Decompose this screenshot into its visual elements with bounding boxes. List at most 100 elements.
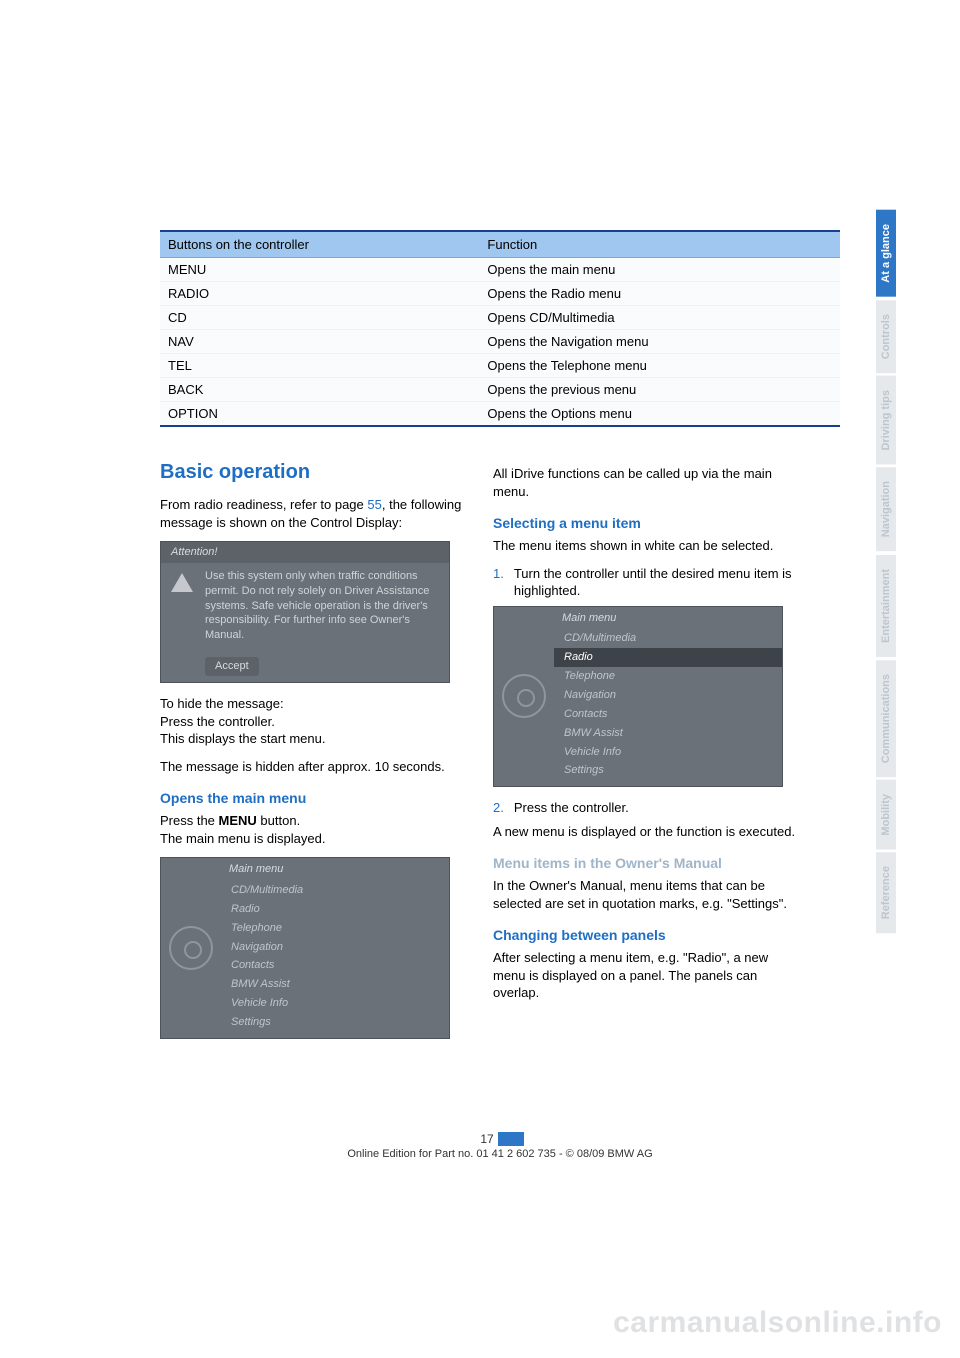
tab-controls[interactable]: Controls — [876, 300, 896, 373]
subheading: Changing between panels — [493, 926, 798, 945]
tab-communications[interactable]: Communications — [876, 660, 896, 777]
tab-navigation[interactable]: Navigation — [876, 467, 896, 551]
idrive-dial-graphic — [161, 858, 221, 1038]
page-footer: 17 Online Edition for Part no. 01 41 2 6… — [160, 1132, 840, 1160]
section-heading: Basic operation — [160, 459, 465, 486]
menu-row: BMW Assist — [221, 975, 449, 994]
paragraph: All iDrive functions can be called up vi… — [493, 465, 798, 500]
page-link[interactable]: 55 — [367, 497, 381, 512]
table-row: OPTIONOpens the Options menu — [160, 402, 840, 427]
list-text: Turn the controller until the desired me… — [514, 565, 798, 600]
menu-list: Main menu CD/Multimedia Radio Telephone … — [554, 607, 782, 787]
table-row: MENUOpens the main menu — [160, 258, 840, 282]
accept-label: Accept — [205, 657, 259, 676]
table-row: BACKOpens the previous menu — [160, 378, 840, 402]
menu-row: BMW Assist — [554, 724, 782, 743]
table-cell: Opens the Telephone menu — [479, 354, 840, 378]
paragraph: The message is hidden after approx. 10 s… — [160, 758, 465, 776]
menu-title: Main menu — [554, 609, 782, 630]
paragraph: A new menu is displayed or the function … — [493, 823, 798, 841]
warning-icon — [171, 573, 197, 599]
menu-row-selected: Radio — [554, 648, 782, 667]
menu-row: CD/Multimedia — [221, 881, 449, 900]
table-cell: Opens the main menu — [479, 258, 840, 282]
button-name: MENU — [219, 813, 257, 828]
list-number: 2. — [493, 799, 504, 817]
table-cell: Opens the Navigation menu — [479, 330, 840, 354]
watermark: carmanualsonline.info — [613, 1306, 942, 1340]
table-header-cell: Function — [479, 231, 840, 258]
table-header-row: Buttons on the controller Function — [160, 231, 840, 258]
menu-row: Contacts — [554, 705, 782, 724]
content-area: Buttons on the controller Function MENUO… — [160, 230, 840, 1051]
attention-body: Use this system only when traffic condit… — [161, 563, 449, 653]
text: From radio readiness, refer to page — [160, 497, 367, 512]
menu-row: Vehicle Info — [221, 994, 449, 1013]
paragraph: To hide the message: Press the controlle… — [160, 695, 465, 748]
menu-row: Telephone — [554, 667, 782, 686]
main-menu-screenshot: Main menu CD/Multimedia Radio Telephone … — [160, 857, 450, 1039]
menu-row: Telephone — [221, 919, 449, 938]
text: This displays the start menu. — [160, 731, 325, 746]
subheading: Selecting a menu item — [493, 514, 798, 533]
text: Press the controller. — [160, 714, 275, 729]
menu-row: Contacts — [221, 956, 449, 975]
text: To hide the message: — [160, 696, 284, 711]
tab-at-a-glance[interactable]: At a glance — [876, 210, 896, 297]
table-cell: BACK — [160, 378, 479, 402]
list-item: 2. Press the controller. — [493, 799, 798, 817]
table-row: TELOpens the Telephone menu — [160, 354, 840, 378]
menu-title: Main menu — [221, 860, 449, 881]
columns: Basic operation From radio readiness, re… — [160, 449, 840, 1051]
paragraph: Press the MENU button. The main menu is … — [160, 812, 465, 847]
page-number-box: 17 — [160, 1132, 840, 1146]
menu-row: Navigation — [554, 686, 782, 705]
disc-icon — [502, 674, 546, 718]
text: Press the — [160, 813, 219, 828]
tab-reference[interactable]: Reference — [876, 852, 896, 933]
main-menu-screenshot-selected: Main menu CD/Multimedia Radio Telephone … — [493, 606, 783, 788]
menu-row: Vehicle Info — [554, 743, 782, 762]
page-number: 17 — [476, 1132, 497, 1146]
side-tabs: At a glance Controls Driving tips Naviga… — [876, 210, 900, 937]
text: button. — [257, 813, 300, 828]
menu-row: CD/Multimedia — [554, 629, 782, 648]
menu-row: Settings — [554, 761, 782, 780]
table-cell: Opens CD/Multimedia — [479, 306, 840, 330]
table-cell: TEL — [160, 354, 479, 378]
table-cell: NAV — [160, 330, 479, 354]
intro-paragraph: From radio readiness, refer to page 55, … — [160, 496, 465, 531]
table-cell: OPTION — [160, 402, 479, 427]
tab-mobility[interactable]: Mobility — [876, 780, 896, 850]
table-row: NAVOpens the Navigation menu — [160, 330, 840, 354]
right-column: All iDrive functions can be called up vi… — [493, 449, 798, 1051]
table-cell: Opens the Options menu — [479, 402, 840, 427]
table-cell: MENU — [160, 258, 479, 282]
menu-row: Settings — [221, 1013, 449, 1032]
menu-row: Radio — [221, 900, 449, 919]
table-cell: Opens the previous menu — [479, 378, 840, 402]
attention-title: Attention! — [161, 542, 449, 563]
table-cell: Opens the Radio menu — [479, 282, 840, 306]
left-column: Basic operation From radio readiness, re… — [160, 449, 465, 1051]
tab-entertainment[interactable]: Entertainment — [876, 555, 896, 657]
tab-driving-tips[interactable]: Driving tips — [876, 376, 896, 465]
subheading: Opens the main menu — [160, 789, 465, 808]
paragraph: The menu items shown in white can be sel… — [493, 537, 798, 555]
footer-line: Online Edition for Part no. 01 41 2 602 … — [160, 1148, 840, 1160]
table-row: RADIOOpens the Radio menu — [160, 282, 840, 306]
subheading-muted: Menu items in the Owner's Manual — [493, 854, 798, 873]
idrive-dial-graphic — [494, 607, 554, 787]
disc-icon — [169, 926, 213, 970]
attention-text: Use this system only when traffic condit… — [205, 570, 429, 641]
list-number: 1. — [493, 565, 504, 600]
page: Buttons on the controller Function MENUO… — [0, 0, 960, 1358]
controller-buttons-table: Buttons on the controller Function MENUO… — [160, 230, 840, 427]
list-item: 1. Turn the controller until the desired… — [493, 565, 798, 600]
menu-row: Navigation — [221, 938, 449, 957]
paragraph: After selecting a menu item, e.g. "Radio… — [493, 949, 798, 1002]
page-bar — [498, 1132, 524, 1146]
menu-list: Main menu CD/Multimedia Radio Telephone … — [221, 858, 449, 1038]
text: The main menu is displayed. — [160, 831, 325, 846]
paragraph: In the Owner's Manual, menu items that c… — [493, 877, 798, 912]
